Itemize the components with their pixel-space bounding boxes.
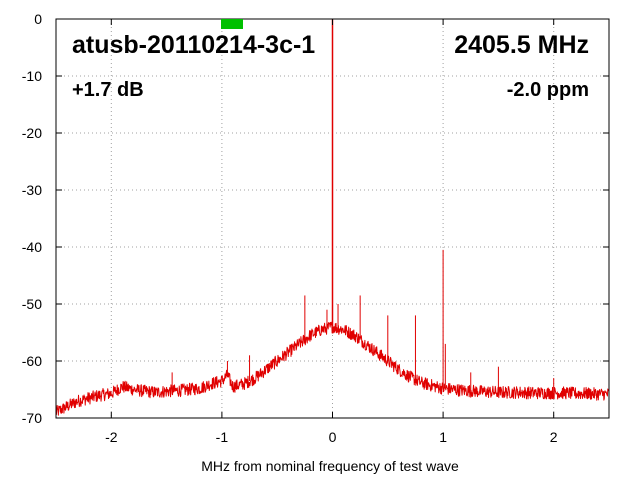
gain-label: +1.7 dB bbox=[72, 79, 144, 101]
status-marker bbox=[221, 19, 243, 29]
y-tick-label: -70 bbox=[22, 410, 42, 426]
spectrum-trace bbox=[55, 321, 610, 416]
offset-label: -2.0 ppm bbox=[507, 79, 589, 101]
frequency-label: 2405.5 MHz bbox=[454, 31, 589, 59]
y-tick-label: -50 bbox=[22, 296, 42, 312]
y-tick-label: -40 bbox=[22, 239, 42, 255]
y-tick-label: -10 bbox=[22, 68, 42, 84]
y-tick-label: -30 bbox=[22, 182, 42, 198]
x-tick-label: 2 bbox=[550, 429, 558, 445]
x-axis-label: MHz from nominal frequency of test wave bbox=[201, 458, 459, 474]
y-tick-label: 0 bbox=[34, 11, 42, 27]
tick-marks bbox=[56, 18, 609, 419]
y-tick-labels: 0 -10 -20 -30 -40 -50 -60 -70 bbox=[22, 11, 42, 426]
x-tick-label: -2 bbox=[105, 429, 118, 445]
y-tick-label: -60 bbox=[22, 353, 42, 369]
device-label: atusb-20110214-3c-1 bbox=[72, 31, 315, 59]
series-layer bbox=[55, 19, 610, 416]
y-tick-label: -20 bbox=[22, 125, 42, 141]
x-tick-label: 1 bbox=[439, 429, 447, 445]
x-tick-label: -1 bbox=[216, 429, 229, 445]
spur-lines bbox=[171, 19, 555, 393]
x-tick-labels: -2 -1 0 1 2 bbox=[105, 429, 558, 445]
x-tick-label: 0 bbox=[329, 429, 337, 445]
